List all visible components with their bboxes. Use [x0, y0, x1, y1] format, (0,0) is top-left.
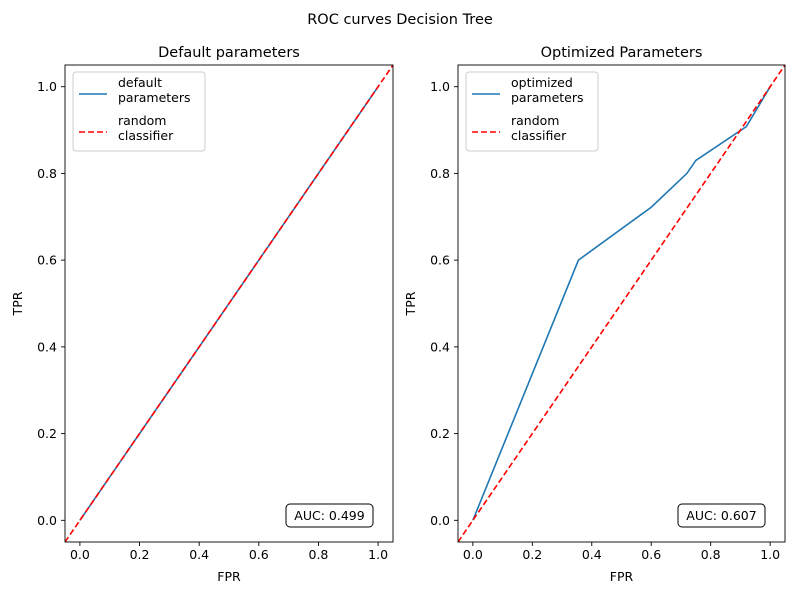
y-tick-label: 1.0 — [430, 79, 450, 94]
y-tick-label: 0.4 — [37, 339, 57, 354]
x-tick-label: 0.2 — [522, 547, 542, 562]
y-tick-label: 0.2 — [37, 426, 57, 441]
y-tick-label: 0.4 — [430, 339, 450, 354]
auc-box — [285, 503, 374, 528]
random-classifier-line — [458, 65, 785, 542]
roc-panel-2: Optimized Parameters 0.0 0.2 0.4 0.6 0.8 1.0 0.… — [403, 45, 786, 584]
auc-annotation: AUC: 0.607 — [677, 503, 766, 528]
roc-curve-line — [472, 86, 771, 521]
y-tick-label: 0.6 — [37, 253, 57, 268]
y-tick-label: 0.8 — [430, 166, 450, 181]
y-tick-label: 0.0 — [430, 513, 450, 528]
legend-label: parameters — [118, 90, 191, 105]
figure-title: ROC curves Decision Tree — [307, 12, 493, 28]
legend-label: optimized — [511, 75, 573, 90]
y-tick-label: 0.8 — [37, 166, 57, 181]
panel-title: Default parameters — [158, 45, 300, 61]
auc-text: AUC: 0.607 — [686, 508, 756, 523]
x-axis-label: FPR — [610, 569, 634, 584]
legend-label: parameters — [511, 90, 584, 105]
axes-frame — [457, 64, 786, 543]
random-classifier-line — [65, 65, 393, 542]
x-tick-label: 0.8 — [309, 547, 329, 562]
y-axis-label: TPR — [403, 291, 418, 316]
auc-annotation: AUC: 0.499 — [285, 503, 374, 528]
x-tick-label: 0.4 — [189, 547, 209, 562]
x-tick-label: 0.6 — [249, 547, 269, 562]
legend-label: random — [118, 113, 166, 128]
x-tick-label: 0.8 — [701, 547, 721, 562]
y-axis-label: TPR — [10, 291, 25, 316]
y-tick-label: 0.6 — [430, 253, 450, 268]
legend-label: classifier — [118, 128, 174, 143]
auc-box — [677, 503, 766, 528]
y-tick-label: 0.2 — [430, 426, 450, 441]
auc-text: AUC: 0.499 — [294, 508, 364, 523]
legend-label: default — [118, 75, 162, 90]
y-tick-label: 0.0 — [37, 513, 57, 528]
roc-panel-1: Default parameters 0.0 0.2 0.4 0.6 0.8 1.0 0.0 0… — [10, 45, 394, 584]
x-axis-label: FPR — [217, 569, 241, 584]
axes-frame — [64, 64, 394, 543]
x-tick-label: 0.2 — [130, 547, 150, 562]
y-tick-label: 1.0 — [37, 79, 57, 94]
x-tick-label: 0.0 — [463, 547, 483, 562]
x-tick-label: 0.4 — [582, 547, 602, 562]
panel-title: Optimized Parameters — [541, 45, 703, 61]
x-tick-label: 1.0 — [760, 547, 780, 562]
legend-label: random — [511, 113, 559, 128]
x-tick-label: 1.0 — [368, 547, 388, 562]
legend-label: classifier — [511, 128, 567, 143]
x-tick-label: 0.0 — [70, 547, 90, 562]
x-tick-label: 0.6 — [641, 547, 661, 562]
